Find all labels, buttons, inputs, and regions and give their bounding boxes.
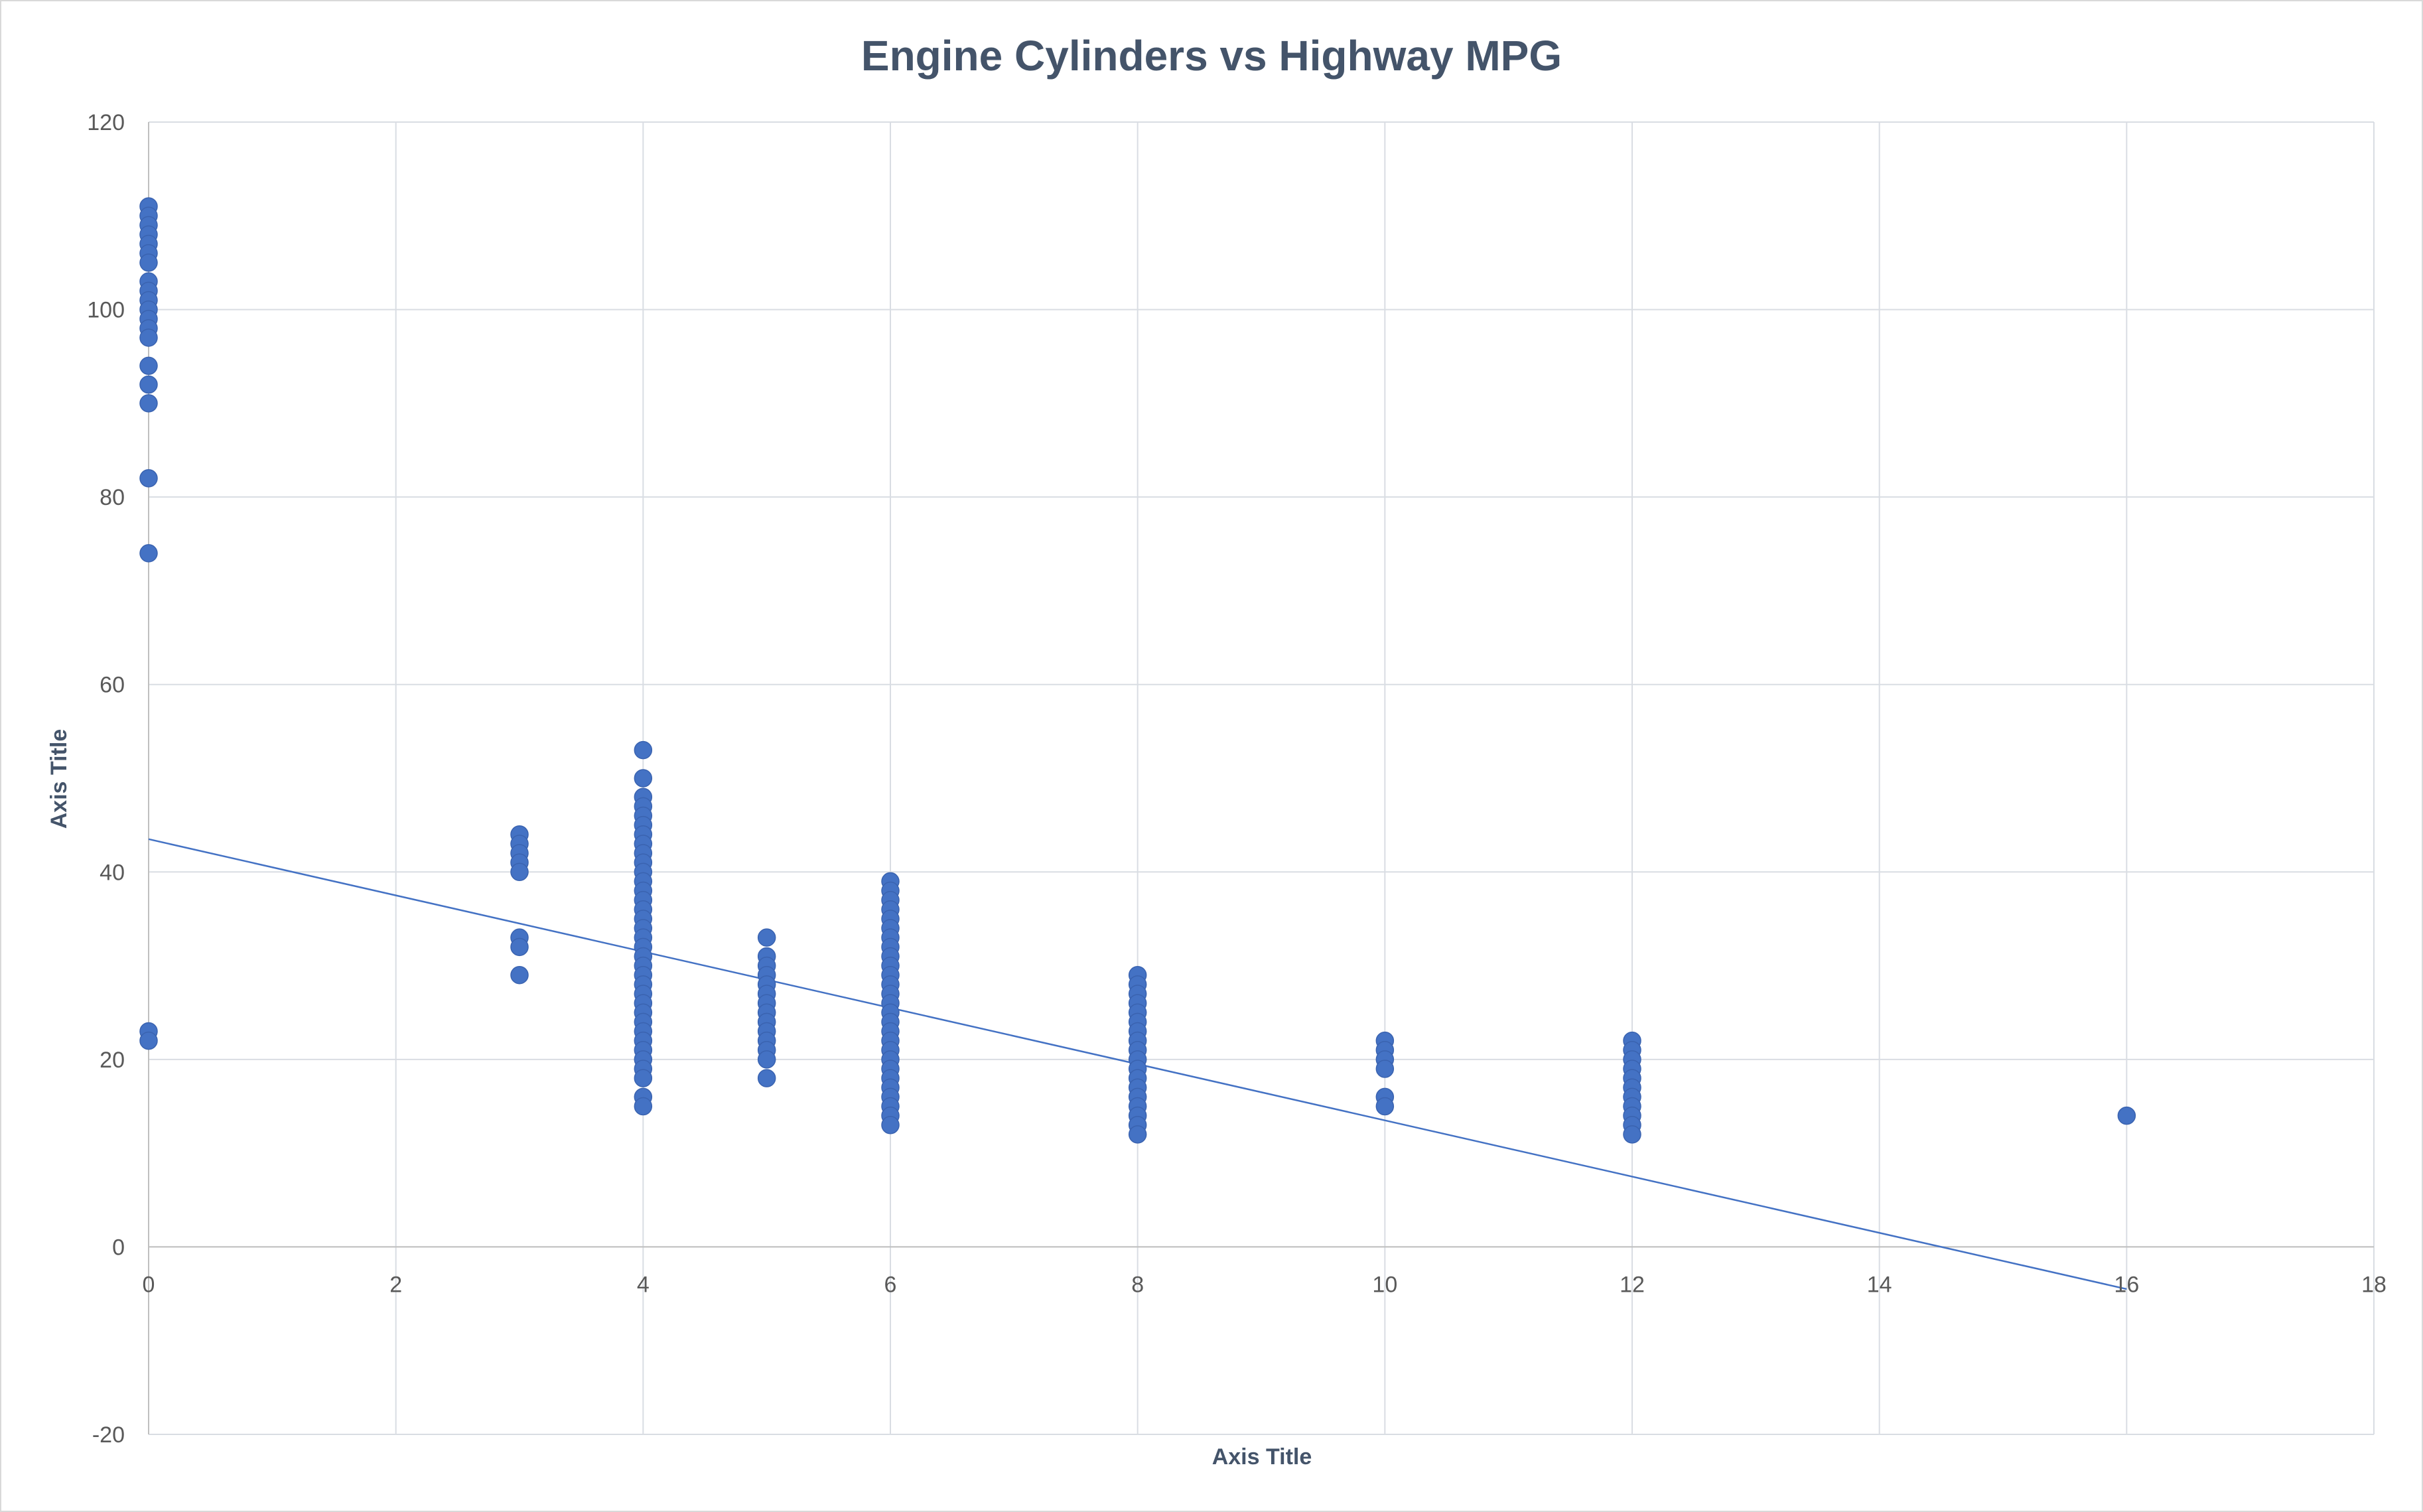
x-tick-label: 8 [1131, 1272, 1144, 1297]
x-tick-label: 6 [884, 1272, 897, 1297]
x-tick-label: 12 [1620, 1272, 1645, 1297]
data-point [139, 375, 158, 394]
y-tick-label: 120 [87, 110, 125, 135]
data-point [139, 1031, 158, 1050]
axes [148, 122, 2374, 1434]
data-point [139, 253, 158, 272]
x-tick-label: 10 [1372, 1272, 1397, 1297]
data-point [634, 740, 653, 760]
data-point [139, 394, 158, 413]
data-point [757, 1069, 776, 1087]
x-tick-label: 2 [389, 1272, 402, 1297]
data-point [510, 937, 529, 957]
tick-labels: 0 2 4 6 8 10 12 14 16 18 -20 0 20 40 60 80 100 120 [87, 110, 2387, 1448]
y-axis-title: Axis Title [46, 729, 72, 829]
y-tick-label: 80 [100, 485, 125, 510]
y-tick-label: 60 [100, 673, 125, 698]
chart-title: Engine Cylinders vs Highway MPG [861, 32, 1562, 80]
x-tick-label: 4 [637, 1272, 650, 1297]
data-point [757, 1050, 776, 1069]
y-tick-label: -20 [92, 1422, 125, 1448]
data-point [139, 356, 158, 376]
y-tick-label: 20 [100, 1048, 125, 1073]
data-point [139, 328, 158, 347]
scatter-points [139, 197, 2136, 1144]
y-tick-label: 40 [100, 860, 125, 885]
data-point [1128, 1125, 1147, 1144]
data-point [1375, 1060, 1395, 1078]
data-point [510, 862, 529, 882]
x-tick-label: 14 [1867, 1272, 1892, 1297]
x-tick-label: 16 [2114, 1272, 2139, 1297]
data-point [510, 965, 529, 985]
data-point [881, 1116, 900, 1134]
data-point [757, 928, 776, 947]
x-tick-label: 0 [143, 1272, 155, 1297]
y-tick-label: 0 [112, 1235, 125, 1260]
data-point [1623, 1125, 1641, 1144]
data-point [2117, 1106, 2136, 1125]
y-tick-label: 100 [87, 298, 125, 323]
data-point [634, 1069, 653, 1087]
data-point [139, 469, 158, 488]
x-axis-title: Axis Title [1212, 1444, 1312, 1470]
grid [148, 121, 2375, 1435]
data-point [139, 544, 158, 563]
data-point [634, 769, 653, 788]
data-point [634, 1097, 653, 1116]
data-point [1375, 1097, 1395, 1116]
x-tick-label: 18 [2361, 1272, 2387, 1297]
